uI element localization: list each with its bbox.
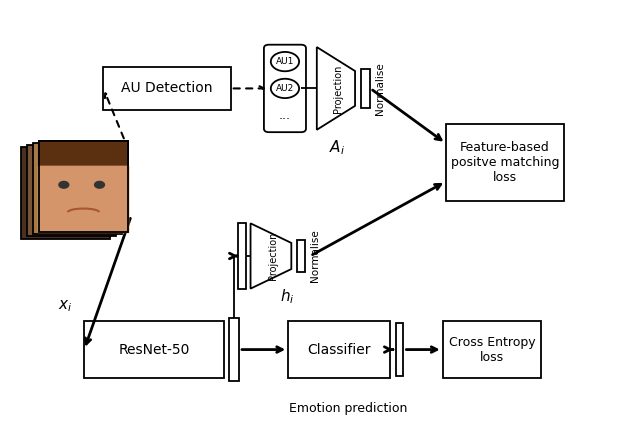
Bar	[39, 141, 128, 173]
Text: Emotion prediction: Emotion prediction	[289, 402, 408, 415]
FancyBboxPatch shape	[264, 45, 306, 132]
Text: Classifier: Classifier	[307, 343, 371, 357]
Text: AU Detection: AU Detection	[122, 81, 213, 95]
Text: ResNet-50: ResNet-50	[118, 343, 190, 357]
Bar	[39, 141, 128, 232]
Bar	[362, 69, 371, 108]
Text: ...: ...	[279, 109, 291, 122]
Bar	[288, 321, 390, 378]
Circle shape	[271, 52, 299, 71]
Text: Cross Entropy
loss: Cross Entropy loss	[449, 336, 536, 364]
Polygon shape	[250, 223, 291, 289]
Text: Normalise: Normalise	[375, 62, 385, 115]
Polygon shape	[317, 47, 355, 130]
FancyBboxPatch shape	[38, 166, 129, 233]
Bar	[238, 223, 246, 289]
Text: AU1: AU1	[276, 57, 294, 66]
Circle shape	[59, 181, 68, 188]
Text: Feature-based
positve matching
loss: Feature-based positve matching loss	[451, 141, 559, 184]
Bar	[396, 323, 403, 376]
Bar	[33, 143, 122, 234]
Text: Normalise: Normalise	[310, 230, 320, 283]
Bar	[27, 145, 116, 237]
Text: $A_i$: $A_i$	[329, 138, 346, 156]
Circle shape	[271, 79, 299, 98]
Bar	[229, 318, 239, 381]
Bar	[103, 67, 231, 110]
Text: AU2: AU2	[276, 84, 294, 93]
Text: Projection: Projection	[268, 232, 278, 280]
Bar	[297, 240, 305, 272]
Bar	[446, 124, 564, 201]
Bar	[443, 321, 541, 378]
Bar	[39, 141, 128, 232]
Text: $h_i$: $h_i$	[280, 287, 294, 306]
Bar	[84, 321, 225, 378]
Text: Projection: Projection	[333, 64, 344, 113]
Text: $x_i$: $x_i$	[58, 298, 72, 314]
Circle shape	[95, 181, 104, 188]
Bar	[20, 147, 109, 239]
